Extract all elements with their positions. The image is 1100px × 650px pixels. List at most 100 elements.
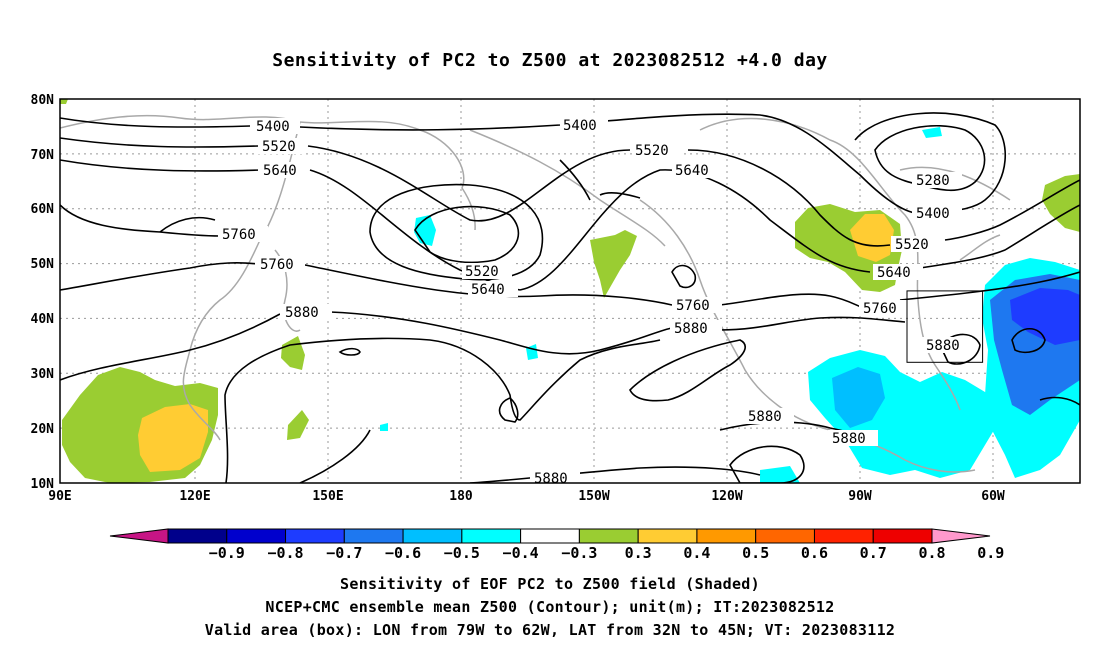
colorbar-arrow-high	[931, 528, 991, 544]
colorbar-label: −0.4	[503, 544, 539, 562]
lat-label-30n: 30N	[31, 367, 55, 382]
contour-labels: 5400 5520 5640 5760 5760 5880 5400 5520 …	[218, 117, 972, 487]
contour-5880-bottom	[469, 466, 761, 483]
shade-positive-atlantic	[1042, 174, 1080, 232]
colorbar-swatch	[402, 528, 463, 544]
contour-5880-pacific-loop	[629, 339, 746, 402]
colorbar-swatch	[578, 528, 639, 544]
shade-negative-northpacific	[414, 215, 436, 246]
contour-label-5640-d: 5640	[877, 265, 911, 281]
contour-label-5760-b: 5760	[260, 257, 294, 273]
shade-positive-japan	[281, 336, 305, 370]
shade-negative-atlantic-core	[1010, 288, 1080, 345]
colorbar-swatch	[813, 528, 874, 544]
colorbar: −0.9 −0.8 −0.7 −0.6 −0.5 −0.4 −0.3 0.3 0.4 0.5 0.6…	[109, 528, 1004, 562]
contour-5400-ring	[854, 112, 1006, 213]
lat-label-40n: 40N	[31, 312, 55, 327]
contour-5880-east	[719, 316, 906, 331]
contour-5880-east-loop	[939, 333, 981, 365]
colorbar-label: −0.6	[385, 544, 421, 562]
shade-negative-greenland	[922, 127, 942, 138]
contour-5640-pac-low	[369, 183, 544, 281]
colorbar-label: −0.3	[561, 544, 597, 562]
footer-line-3: Valid area (box): LON from 79W to 62W, L…	[204, 621, 896, 639]
shade-negative-hawaii	[526, 344, 538, 360]
map-title: Sensitivity of PC2 to Z500 at 2023082512…	[272, 50, 828, 71]
colorbar-swatch	[637, 528, 698, 544]
colorbar-label: −0.8	[267, 544, 303, 562]
contour-5400-west	[60, 117, 251, 128]
contour-atl-trough	[944, 179, 1080, 241]
lat-label-80n: 80N	[31, 93, 55, 108]
contour-5880-atl-right	[1039, 396, 1080, 406]
valid-area-box	[906, 290, 984, 363]
contour-5880-india	[224, 337, 661, 483]
contour-5760-west	[60, 204, 221, 237]
latitude-labels: 80N 70N 60N 50N 40N 30N 20N 10N	[31, 93, 55, 492]
lat-label-70n: 70N	[31, 148, 55, 163]
footer-line-2: NCEP+CMC ensemble mean Z500 (Contour); u…	[265, 598, 835, 616]
contour-5880-mid	[329, 311, 673, 355]
colorbar-swatch	[343, 528, 404, 544]
colorbar-label: 0.9	[977, 544, 1004, 562]
contour-label-5880-f: 5880	[534, 471, 568, 487]
lon-label-60w: 60W	[981, 489, 1005, 504]
lon-label-90e: 90E	[48, 489, 71, 504]
colorbar-swatch	[696, 528, 757, 544]
colorbar-label: −0.7	[326, 544, 362, 562]
colorbar-label: 0.4	[683, 544, 710, 562]
contour-5880-atl-loop	[1011, 327, 1046, 354]
contour-label-5880-d: 5880	[748, 409, 782, 425]
shade-negative-carib	[760, 466, 800, 483]
contour-label-5880-a: 5880	[285, 305, 319, 321]
contour-5760-b	[60, 262, 259, 291]
contour-label-5400-a: 5400	[256, 119, 290, 135]
colorbar-label: 0.3	[625, 544, 652, 562]
contour-label-5760-a: 5760	[222, 227, 256, 243]
contour-5760-east	[719, 293, 866, 309]
shade-positive-canada-core	[850, 214, 894, 262]
contour-5640-west	[60, 159, 261, 172]
shade-positive-topleft	[60, 99, 68, 104]
contour-label-5520-d: 5520	[895, 237, 929, 253]
contour-pac-small-ring	[671, 264, 697, 289]
colorbar-swatch	[520, 528, 580, 544]
colorbar-label: 0.8	[918, 544, 945, 562]
lon-label-90w: 90W	[848, 489, 872, 504]
contour-label-5400-c: 5400	[916, 206, 950, 222]
contour-alaska-wave	[599, 192, 641, 199]
contour-5520-east	[687, 149, 891, 247]
colorbar-swatch	[167, 528, 228, 544]
lat-label-10n: 10N	[31, 477, 55, 492]
contour-5880-pacific-south	[299, 429, 371, 483]
lon-label-180: 180	[449, 489, 473, 504]
lon-label-150e: 150E	[312, 489, 343, 504]
contour-label-5760-d: 5760	[863, 301, 897, 317]
contour-5880-hawaii-small	[338, 347, 361, 356]
shade-positive-china-core	[138, 404, 208, 472]
shade-negative-gulf-core	[832, 367, 885, 428]
lon-label-150w: 150W	[578, 489, 609, 504]
contour-label-5520-a: 5520	[262, 139, 296, 155]
shade-negative-small	[380, 423, 388, 431]
contour-5760-mid	[299, 263, 673, 306]
contour-label-5400-b: 5400	[563, 118, 597, 134]
colorbar-swatch	[226, 528, 287, 544]
contour-5880-west	[60, 313, 281, 381]
lon-label-120e: 120E	[179, 489, 210, 504]
lat-label-50n: 50N	[31, 257, 55, 272]
contour-5400-mid	[299, 113, 916, 214]
contour-label-5520-b: 5520	[635, 143, 669, 159]
contour-label-5280: 5280	[916, 173, 950, 189]
colorbar-label: 0.6	[801, 544, 828, 562]
contour-label-5640-a: 5640	[263, 163, 297, 179]
colorbar-label: −0.9	[209, 544, 245, 562]
contour-label-5880-e: 5880	[832, 431, 866, 447]
contour-label-5880-c: 5880	[926, 338, 960, 354]
colorbar-label: 0.5	[742, 544, 769, 562]
colorbar-swatch	[461, 528, 522, 544]
contour-label-5520-c: 5520	[465, 264, 499, 280]
contour-pac-kink	[498, 397, 519, 423]
shade-positive-alaska	[590, 230, 637, 298]
